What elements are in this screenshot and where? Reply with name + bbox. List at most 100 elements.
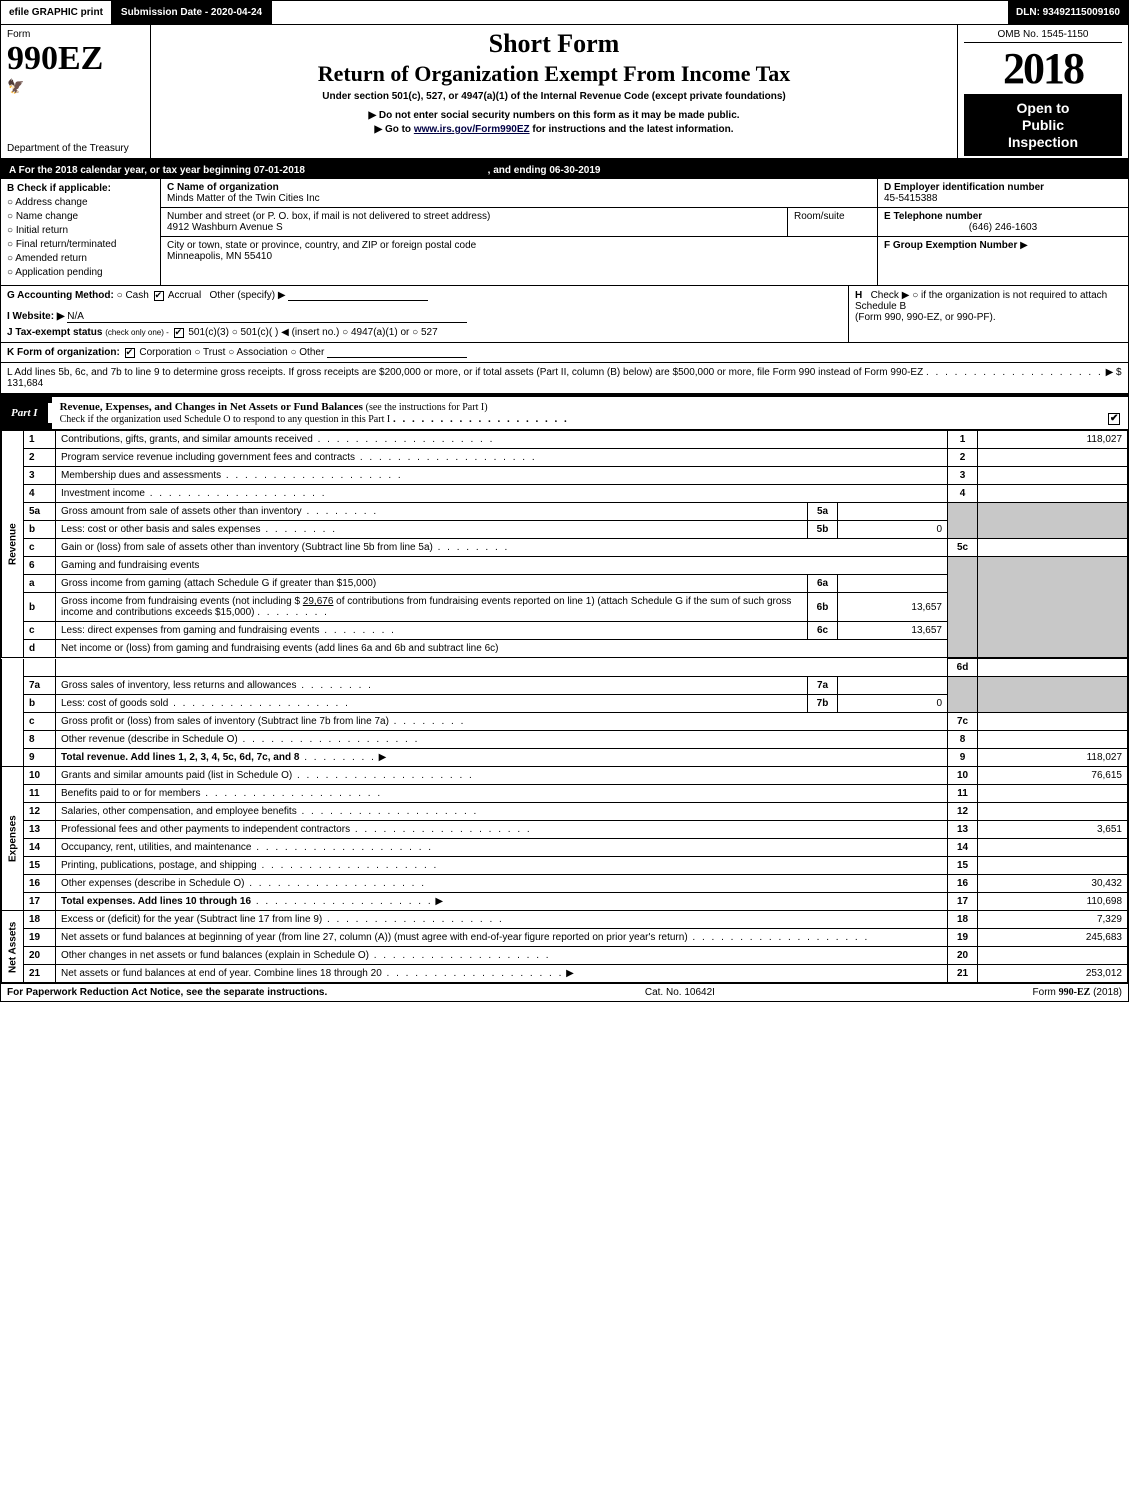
l19-desc: Net assets or fund balances at beginning… <box>56 929 948 947</box>
line-7c-row: c Gross profit or (loss) from sales of i… <box>2 713 1128 731</box>
g-accrual-check[interactable] <box>154 291 164 301</box>
l6d-ln: 6d <box>948 659 978 677</box>
l20-amt <box>978 947 1128 965</box>
k-corp-check[interactable] <box>125 348 135 358</box>
d-ein-row: D Employer identification number 45-5415… <box>878 179 1128 208</box>
l4-ln: 4 <box>948 485 978 503</box>
l7b-desc: Less: cost of goods sold <box>56 695 808 713</box>
g-accrual-label: Accrual <box>168 290 201 301</box>
website-value: N/A <box>67 311 467 323</box>
g-other-input[interactable] <box>288 290 428 301</box>
l1-desc: Contributions, gifts, grants, and simila… <box>56 431 948 449</box>
city-value: Minneapolis, MN 55410 <box>167 251 272 262</box>
line-1-row: Revenue 1 Contributions, gifts, grants, … <box>2 431 1128 449</box>
part-1-title-sub: (see the instructions for Part I) <box>366 402 488 413</box>
l7b-sub: 7b <box>808 695 838 713</box>
f-label: F Group Exemption Number <box>884 240 1017 251</box>
part-1-dots <box>393 413 569 425</box>
chk-name-change[interactable]: Name change <box>7 211 154 222</box>
h-text1: Check ▶ <box>871 290 910 301</box>
l6c-subval: 13,657 <box>838 622 948 640</box>
l12-amt <box>978 803 1128 821</box>
l10-amt: 76,615 <box>978 767 1128 785</box>
chk-application-pending[interactable]: Application pending <box>7 267 154 278</box>
l14-desc: Occupancy, rent, utilities, and maintena… <box>56 839 948 857</box>
l3-desc: Membership dues and assessments <box>56 467 948 485</box>
period-text-a: A For the 2018 calendar year, or tax yea… <box>9 165 305 176</box>
l8-amt <box>978 731 1128 749</box>
l13-desc: Professional fees and other payments to … <box>56 821 948 839</box>
l3-ln: 3 <box>948 467 978 485</box>
dln-label: DLN: 93492115009160 <box>1008 1 1128 24</box>
chk-initial-return[interactable]: Initial return <box>7 225 154 236</box>
irs-form-link[interactable]: www.irs.gov/Form990EZ <box>414 124 530 135</box>
k-trust-radio[interactable]: Trust <box>194 347 225 358</box>
l6c-num: c <box>24 622 56 640</box>
l17-amt: 110,698 <box>978 893 1128 911</box>
l6d-num: d <box>24 640 56 658</box>
l12-ln: 12 <box>948 803 978 821</box>
j-527-radio[interactable]: 527 <box>412 327 438 338</box>
l17-desc: Total expenses. Add lines 10 through 16 <box>56 893 948 911</box>
l5b-num: b <box>24 521 56 539</box>
part-1-schedule-o-check[interactable] <box>1108 413 1120 425</box>
l8-ln: 8 <box>948 731 978 749</box>
l6d-num2 <box>24 659 56 677</box>
section-b-checkboxes: B Check if applicable: Address change Na… <box>1 179 161 285</box>
footer-right-pre: Form <box>1033 987 1059 998</box>
k-other-radio[interactable]: Other <box>290 347 324 358</box>
chk-final-return[interactable]: Final return/terminated <box>7 239 154 250</box>
l5a-subval <box>838 503 948 521</box>
topbar-spacer <box>272 1 1008 24</box>
header-left: Form 990EZ 🦅 Department of the Treasury <box>1 25 151 158</box>
k-org-form: K Form of organization: Corporation Trus… <box>1 343 1128 362</box>
l7a-num: 7a <box>24 677 56 695</box>
l6b-num: b <box>24 593 56 622</box>
part-1-lines-table-cont: 6d 7a Gross sales of inventory, less ret… <box>1 658 1128 983</box>
l21-amt: 253,012 <box>978 965 1128 983</box>
l5a-desc: Gross amount from sale of assets other t… <box>56 503 808 521</box>
l10-desc: Grants and similar amounts paid (list in… <box>56 767 948 785</box>
street-row: Number and street (or P. O. box, if mail… <box>161 208 787 236</box>
h-checkbox[interactable] <box>912 290 918 301</box>
l9-ln: 9 <box>948 749 978 767</box>
l7b-num: b <box>24 695 56 713</box>
l11-amt <box>978 785 1128 803</box>
l21-ln: 21 <box>948 965 978 983</box>
line-21-row: 21 Net assets or fund balances at end of… <box>2 965 1128 983</box>
efile-print-button[interactable]: efile GRAPHIC print <box>1 1 113 24</box>
l15-desc: Printing, publications, postage, and shi… <box>56 857 948 875</box>
l1-num: 1 <box>24 431 56 449</box>
l6b-subval: 13,657 <box>838 593 948 622</box>
irs-seal-icon: 🦅 <box>7 78 144 95</box>
l5b-sub: 5b <box>808 521 838 539</box>
l5b-desc: Less: cost or other basis and sales expe… <box>56 521 808 539</box>
l20-ln: 20 <box>948 947 978 965</box>
g-cash-radio[interactable]: Cash <box>117 290 149 301</box>
header-middle: Short Form Return of Organization Exempt… <box>151 25 958 158</box>
j-4947-radio[interactable]: 4947(a)(1) or <box>342 327 409 338</box>
row-k: K Form of organization: Corporation Trus… <box>1 343 1128 363</box>
l6-grey-amt <box>978 557 1128 658</box>
chk-amended-return[interactable]: Amended return <box>7 253 154 264</box>
k-assoc-radio[interactable]: Association <box>228 347 287 358</box>
line-12-row: 12 Salaries, other compensation, and emp… <box>2 803 1128 821</box>
chk-address-change[interactable]: Address change <box>7 197 154 208</box>
page-footer: For Paperwork Reduction Act Notice, see … <box>1 983 1128 1001</box>
l6-desc: Gaming and fundraising events <box>56 557 948 575</box>
l-text: L Add lines 5b, 6c, and 7b to line 9 to … <box>7 367 923 378</box>
top-bar: efile GRAPHIC print Submission Date - 20… <box>1 1 1128 25</box>
under-section-text: Under section 501(c), 527, or 4947(a)(1)… <box>159 91 949 102</box>
j-note: (check only one) - <box>105 328 169 337</box>
j-501c-radio[interactable]: 501(c)( ) <box>232 327 279 338</box>
k-other-input[interactable] <box>327 347 467 358</box>
l15-num: 15 <box>24 857 56 875</box>
l7c-ln: 7c <box>948 713 978 731</box>
l5b-subval: 0 <box>838 521 948 539</box>
l18-desc: Excess or (deficit) for the year (Subtra… <box>56 911 948 929</box>
j-501c3-check[interactable] <box>174 328 184 338</box>
line-6d-row2: 6d <box>2 659 1128 677</box>
line-10-row: Expenses 10 Grants and similar amounts p… <box>2 767 1128 785</box>
footer-right: Form 990-EZ (2018) <box>1033 987 1122 998</box>
l7a-sub: 7a <box>808 677 838 695</box>
